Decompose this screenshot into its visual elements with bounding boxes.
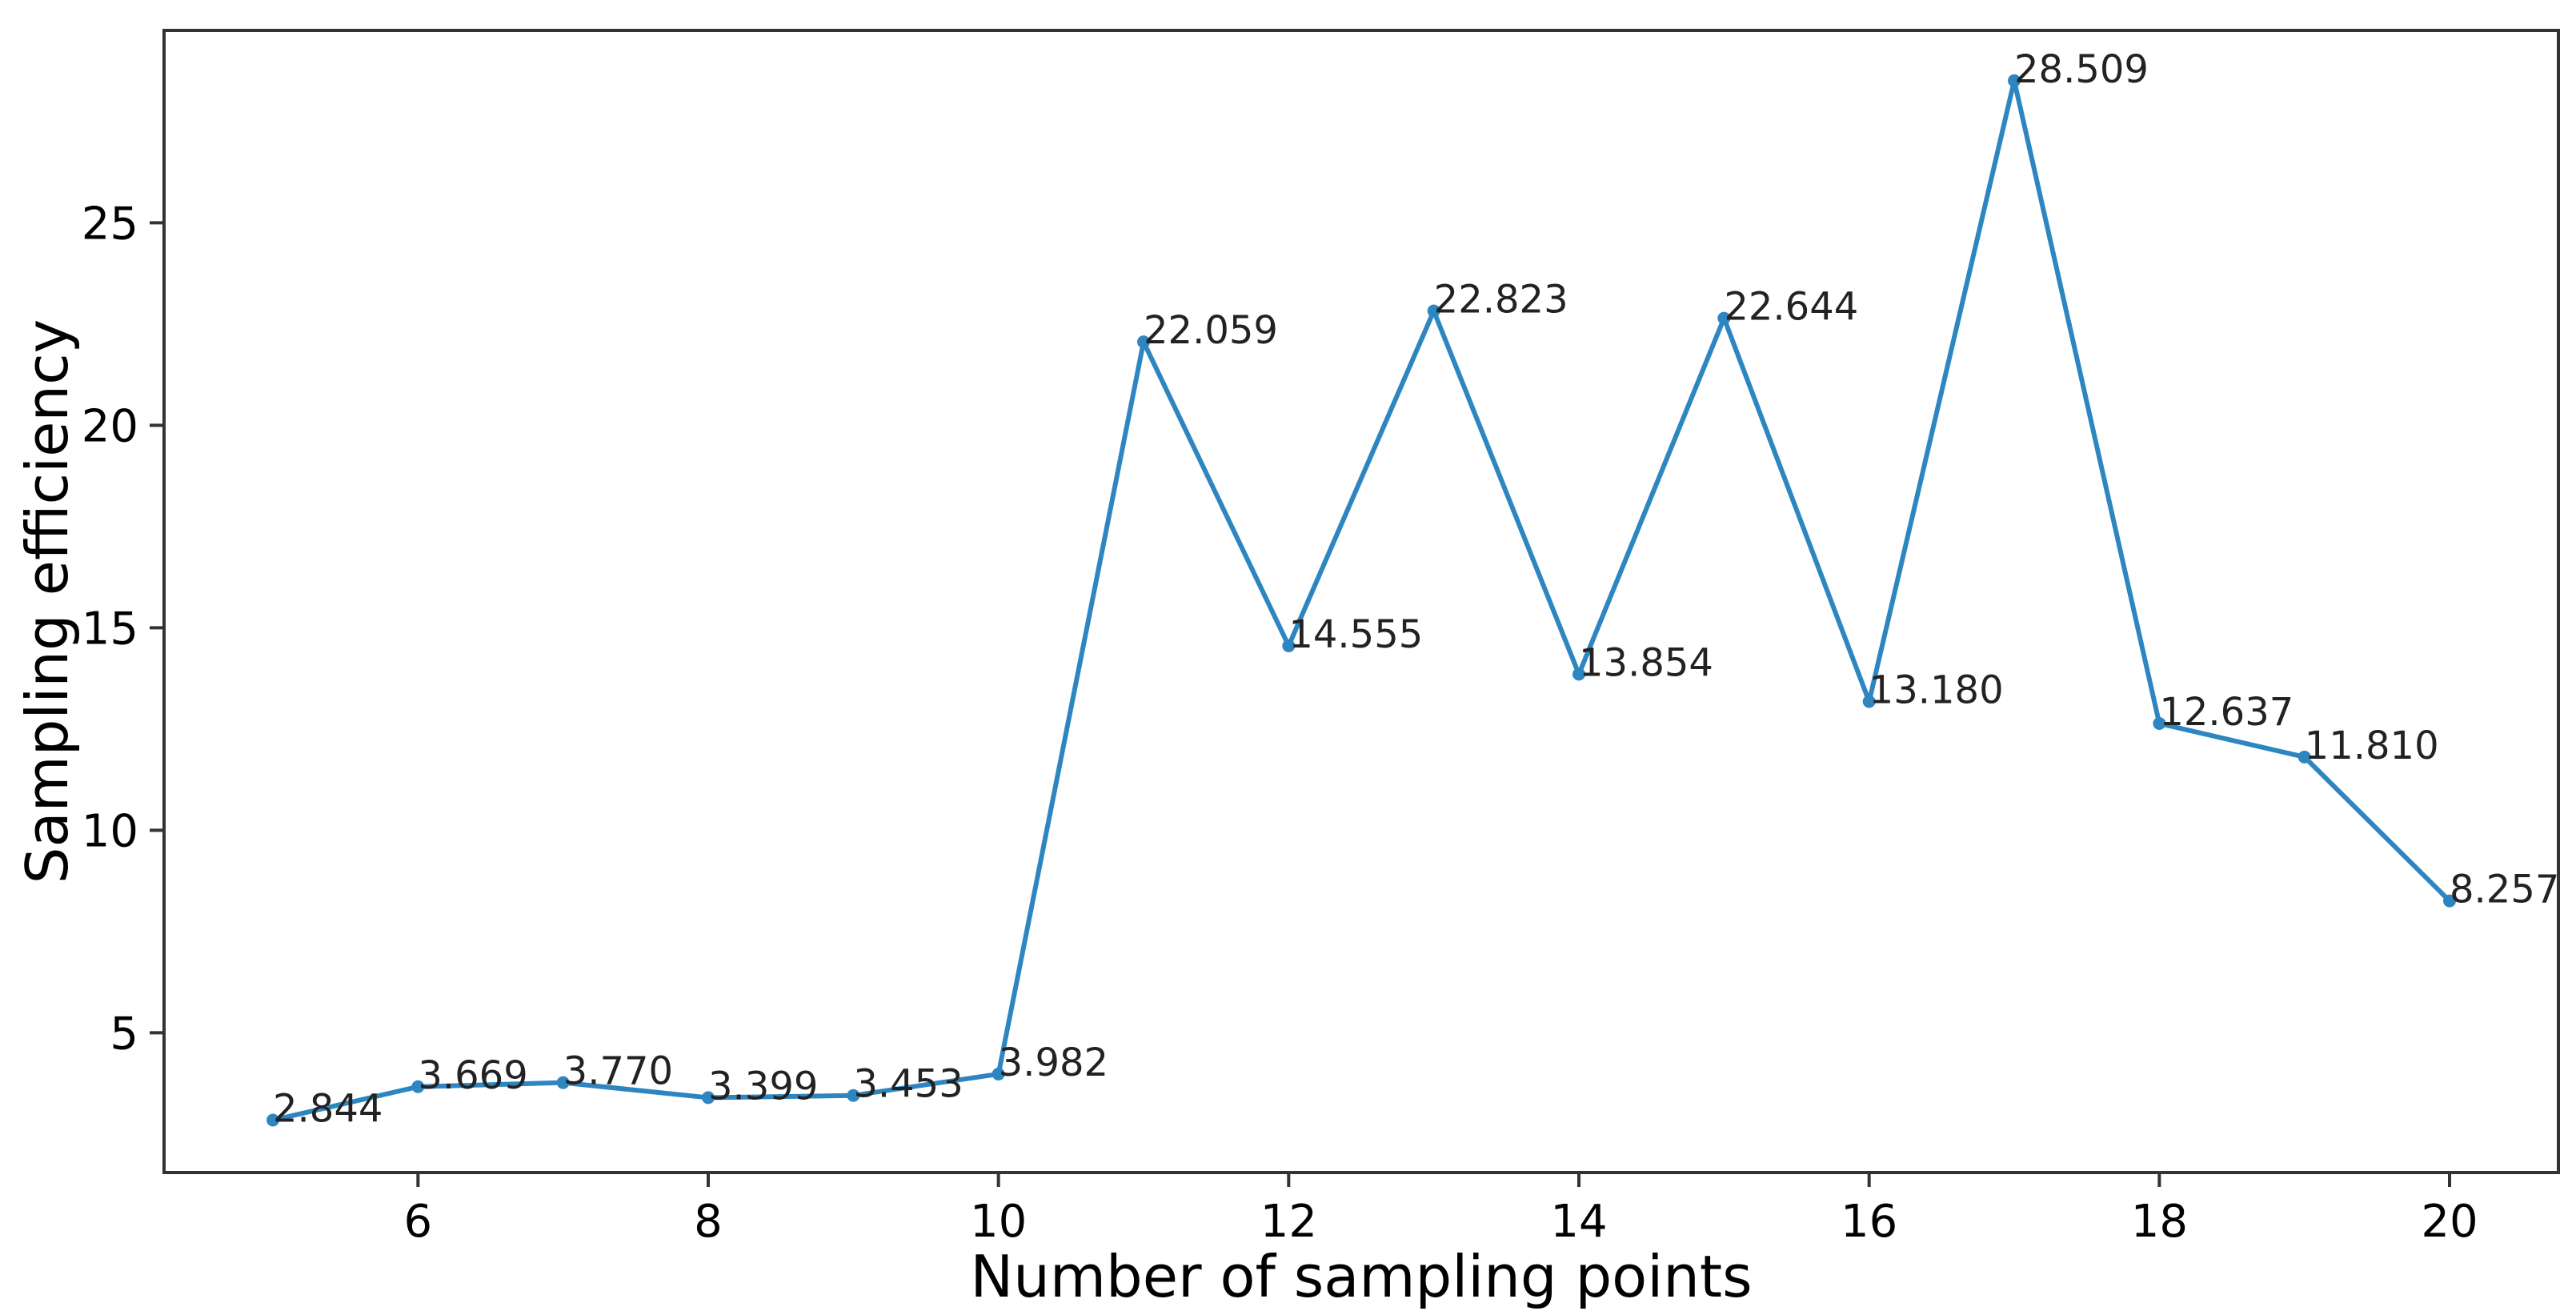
- data-label: 3.399: [708, 1064, 818, 1109]
- x-tick-label: 10: [970, 1196, 1027, 1248]
- data-label: 22.823: [1434, 278, 1568, 323]
- y-tick-label: 10: [82, 805, 138, 857]
- x-axis-label: Number of sampling points: [970, 1243, 1752, 1310]
- plot-frame: [162, 29, 2560, 1174]
- data-point: [1572, 668, 1585, 681]
- data-point: [1862, 695, 1876, 708]
- data-label: 2.844: [273, 1087, 383, 1132]
- data-label: 22.059: [1144, 308, 1278, 353]
- ticks-layer: 6 8 10 12 14 16 18 20 5 10 15 20 25: [82, 198, 2478, 1248]
- x-tick-label: 20: [2421, 1196, 2478, 1248]
- x-tick-label: 12: [1260, 1196, 1317, 1248]
- series-line: [270, 78, 2452, 1123]
- data-point: [1137, 335, 1150, 349]
- data-label: 3.770: [563, 1049, 673, 1094]
- data-point: [1282, 639, 1296, 652]
- data-label: 3.453: [853, 1062, 963, 1107]
- data-point: [2443, 894, 2456, 908]
- data-point: [556, 1076, 570, 1089]
- data-label: 3.982: [999, 1040, 1108, 1085]
- data-point: [411, 1080, 425, 1093]
- y-tick-label: 25: [82, 198, 138, 250]
- data-label: 14.555: [1288, 612, 1423, 657]
- data-label: 13.854: [1579, 640, 1713, 685]
- y-tick-label: 5: [110, 1008, 138, 1060]
- data-point: [1717, 311, 1731, 325]
- y-tick-label: 15: [82, 603, 138, 655]
- data-point: [992, 1067, 1005, 1080]
- data-label: 13.180: [1869, 668, 2004, 712]
- data-point: [2298, 750, 2311, 764]
- data-labels-layer: 2.844 3.669 3.770 3.399 3.453 3.982 22.059 14.5…: [273, 47, 2559, 1132]
- x-tick-label: 18: [2131, 1196, 2188, 1248]
- y-tick-label: 20: [82, 400, 138, 452]
- data-label: 22.644: [1724, 285, 1858, 330]
- data-label: 3.669: [418, 1053, 527, 1098]
- data-point: [2008, 74, 2021, 87]
- y-axis-label: Sampling efficiency: [14, 319, 81, 884]
- x-tick-label: 14: [1550, 1196, 1607, 1248]
- data-point: [266, 1113, 279, 1127]
- series-layer: [266, 74, 2456, 1127]
- data-label: 11.810: [2305, 724, 2439, 768]
- data-label: 28.509: [2014, 47, 2149, 92]
- data-label: 12.637: [2159, 690, 2294, 735]
- data-point: [702, 1091, 715, 1105]
- data-point: [847, 1088, 860, 1102]
- data-label: 8.257: [2450, 868, 2559, 912]
- data-point: [1427, 304, 1440, 318]
- x-tick-label: 8: [694, 1196, 723, 1248]
- x-tick-label: 6: [404, 1196, 433, 1248]
- data-point: [2153, 716, 2166, 730]
- x-tick-label: 16: [1841, 1196, 1897, 1248]
